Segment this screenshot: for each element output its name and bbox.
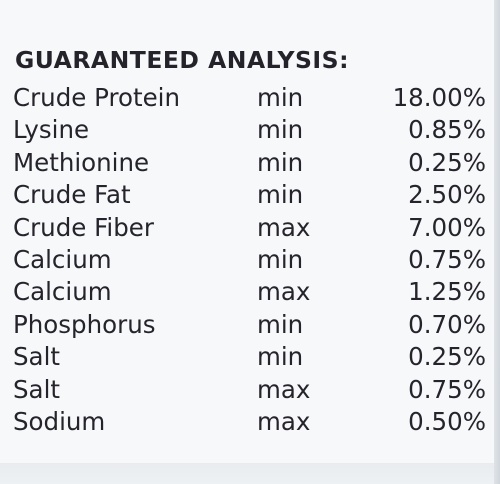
analysis-row: Methionine min 0.25% [0, 145, 500, 177]
min-max-qualifier: max [257, 374, 311, 404]
analysis-row: Sodium max 0.50% [0, 404, 500, 436]
nutrient-name: Sodium [13, 406, 106, 436]
nutrient-amount: 7.00% [408, 212, 486, 242]
nutrient-amount: 2.50% [408, 180, 486, 210]
analysis-row: Calcium max 1.25% [0, 274, 500, 306]
min-max-qualifier: max [257, 277, 311, 307]
analysis-row: Salt max 0.75% [0, 372, 500, 404]
guaranteed-analysis-heading: GUARANTEED ANALYSIS: [15, 46, 349, 74]
analysis-row: Crude Protein min 18.00% [0, 80, 500, 112]
nutrient-amount: 0.25% [408, 342, 486, 372]
nutrient-amount: 0.50% [408, 406, 486, 436]
nutrient-amount: 0.75% [408, 244, 486, 274]
min-max-qualifier: max [257, 406, 311, 436]
nutrient-amount: 0.75% [408, 374, 486, 404]
min-max-qualifier: min [257, 180, 304, 210]
nutrient-name: Crude Fat [13, 180, 131, 210]
min-max-qualifier: max [257, 212, 311, 242]
analysis-row: Salt min 0.25% [0, 339, 500, 371]
min-max-qualifier: min [257, 115, 304, 145]
min-max-qualifier: min [257, 309, 304, 339]
nutrient-amount: 1.25% [408, 277, 486, 307]
nutrient-name: Crude Fiber [13, 212, 154, 242]
min-max-qualifier: min [257, 244, 304, 274]
nutrient-name: Calcium [13, 244, 112, 274]
analysis-row: Lysine min 0.85% [0, 112, 500, 144]
analysis-row: Phosphorus min 0.70% [0, 307, 500, 339]
nutrient-name: Salt [13, 374, 60, 404]
nutrient-amount: 0.25% [408, 147, 486, 177]
nutrient-amount: 0.70% [408, 309, 486, 339]
analysis-table: Crude Protein min 18.00% Lysine min 0.85… [0, 80, 500, 436]
analysis-row: Calcium min 0.75% [0, 242, 500, 274]
min-max-qualifier: min [257, 83, 304, 112]
nutrient-name: Crude Protein [13, 83, 181, 112]
nutrient-amount: 0.85% [408, 115, 486, 145]
min-max-qualifier: min [257, 342, 304, 372]
min-max-qualifier: min [257, 147, 304, 177]
nutrient-name: Salt [13, 342, 60, 372]
nutrient-name: Phosphorus [13, 309, 156, 339]
nutrient-name: Methionine [13, 147, 150, 177]
analysis-row: Crude Fiber max 7.00% [0, 210, 500, 242]
right-edge [494, 0, 500, 484]
nutrient-name: Lysine [13, 115, 90, 145]
nutrient-amount: 18.00% [392, 83, 486, 112]
label-panel [0, 0, 500, 463]
nutrient-name: Calcium [13, 277, 112, 307]
analysis-row: Crude Fat min 2.50% [0, 177, 500, 209]
bottom-edge [0, 463, 500, 484]
